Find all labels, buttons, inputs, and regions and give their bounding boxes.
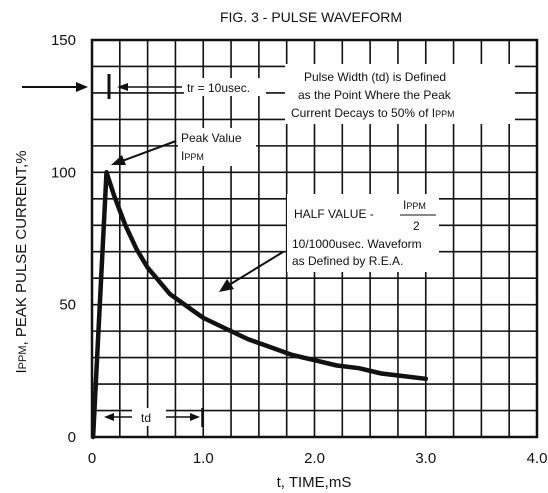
reference-arrow-head (76, 82, 88, 92)
tr-label: tr = 10usec. (187, 81, 250, 95)
plot-frame (90, 38, 539, 439)
peak-value-line-2: I (181, 149, 184, 163)
peak-arrow-line (121, 140, 177, 162)
td-arrow-right-head (190, 413, 200, 421)
half-value-box (287, 194, 439, 272)
y-axis-label-main: I (13, 369, 30, 373)
half-value-denominator: 2 (413, 219, 420, 233)
peak-value-line-1: Peak Value (181, 131, 242, 145)
half-value-numerator-sub: PPM (406, 201, 426, 211)
y-tick-label: 50 (59, 297, 76, 314)
waveform-line-2: as Defined by R.E.A. (292, 254, 403, 268)
td-label-bg (132, 408, 166, 426)
x-tick-label: 2.0 (304, 450, 325, 467)
td-arrow-left-head (104, 413, 114, 421)
peak-arrow-head (111, 155, 126, 165)
waveform-arrow-line (228, 251, 284, 286)
tr-label-bg (184, 78, 266, 96)
y-tick-label: 0 (68, 429, 76, 446)
chart-ticks: 0 1.0 2.0 3.0 4.0 0 50 100 150 (51, 32, 547, 467)
peak-value-label: Peak Value IPPM (181, 131, 245, 163)
pulse-waveform-line (90, 170, 429, 440)
peak-value-line-2-sub: PPM (184, 152, 204, 162)
x-tick-label: 0 (88, 450, 96, 467)
pulse-width-note: Pulse Width (td) is Defined as the Point… (291, 70, 455, 120)
y-tick-label: 150 (51, 32, 76, 49)
waveform-arrow-head (219, 279, 234, 292)
x-tick-label: 4.0 (527, 450, 548, 467)
y-tick-label: 100 (51, 164, 76, 181)
pulse-width-box (285, 64, 515, 124)
half-value-numerator: IPPM (403, 198, 426, 212)
x-tick-label: 1.0 (193, 450, 214, 467)
pulse-width-line-1: Pulse Width (td) is Defined (304, 70, 446, 84)
peak-label-bg (178, 128, 256, 166)
tr-arrow-head (117, 83, 128, 91)
half-value-label: HALF VALUE - (294, 207, 374, 221)
chart-title: FIG. 3 - PULSE WAVEFORM (220, 9, 402, 25)
y-axis-label-rest: , PEAK PULSE CURRENT,% (13, 150, 30, 345)
half-value-numerator-main: I (403, 198, 406, 212)
pulse-width-line-3: Current Decays to 50% of I (291, 106, 435, 120)
pulse-width-line-3-sub: PPM (435, 109, 455, 119)
y-axis-label: IPPM, PEAK PULSE CURRENT,% (13, 150, 30, 373)
waveform-note: 10/1000usec. Waveform as Defined by R.E.… (292, 237, 425, 268)
td-label: td (141, 411, 151, 425)
chart-series (90, 170, 429, 440)
waveform-line-1: 10/1000usec. Waveform (292, 237, 422, 251)
y-axis-label-sub: PPM (17, 346, 29, 370)
x-axis-label: t, TIME,mS (277, 474, 352, 491)
pulse-width-line-2: as the Point Where the Peak (298, 88, 452, 102)
x-tick-label: 3.0 (415, 450, 436, 467)
